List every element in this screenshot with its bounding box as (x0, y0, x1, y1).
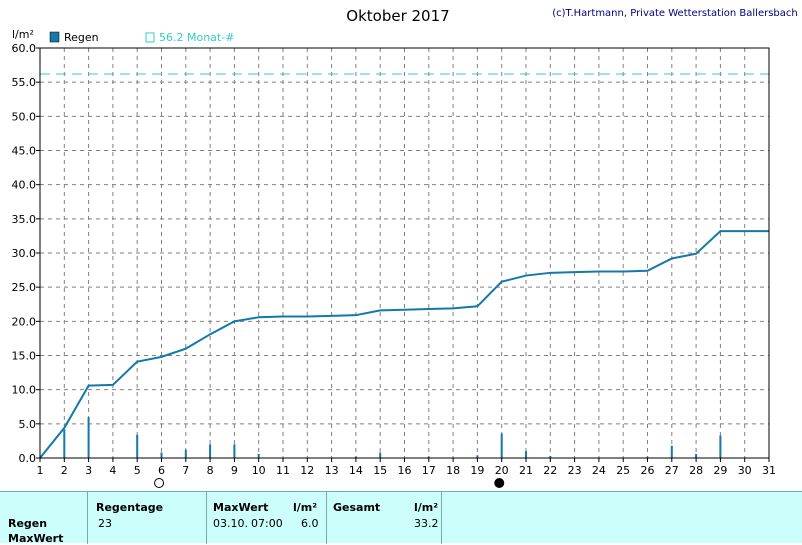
chart-title: Oktober 2017 (346, 7, 449, 25)
x-tick-label: 17 (422, 464, 436, 477)
x-tick-label: 25 (616, 464, 630, 477)
rain-bars (63, 417, 722, 458)
maxwert-date: 03.10. (213, 517, 248, 530)
rain-bar (525, 451, 527, 458)
rain-bar (257, 453, 260, 458)
y-tick-label: 35.0 (12, 213, 37, 226)
cumulative-rain-line (39, 230, 769, 459)
y-tick-label: 30.0 (12, 247, 37, 260)
x-tick-label: 6 (158, 464, 165, 477)
rain-bar (63, 429, 66, 458)
y-tick-label: 50.0 (12, 110, 37, 123)
stats-row-label-rain: Regen (8, 517, 48, 530)
rain-bar (719, 435, 722, 458)
x-tick-label: 12 (300, 464, 314, 477)
legend-monthly-swatch (145, 32, 155, 43)
y-tick-label: 15.0 (12, 350, 37, 363)
x-tick-label: 5 (134, 464, 141, 477)
maxwert-header: MaxWert (213, 501, 269, 514)
y-unit-label: l/m² (12, 28, 34, 41)
x-tick-label: 15 (373, 464, 387, 477)
rain-bar (476, 455, 479, 458)
rain-bar (670, 445, 673, 458)
legend-monthly-label: 56.2 Monat-# (159, 31, 234, 44)
x-tick-label: 21 (519, 464, 533, 477)
statistics-panel: Regen MaxWert Regentage 23 MaxWert l/m² … (0, 491, 802, 545)
regentage-header: Regentage (96, 501, 164, 514)
maxwert-time: 07:00 (251, 517, 283, 530)
legend-rain-label: Regen (64, 31, 99, 44)
x-tick-label: 27 (665, 464, 679, 477)
x-tick-label: 31 (762, 464, 776, 477)
stats-divider (87, 492, 88, 544)
x-tick-label: 14 (349, 464, 363, 477)
x-tick-label: 22 (543, 464, 557, 477)
x-tick-label: 26 (641, 464, 655, 477)
rain-bar (549, 455, 552, 458)
rain-bar (354, 456, 357, 458)
rain-bar (695, 453, 698, 458)
x-tick-label: 10 (252, 464, 266, 477)
y-tick-label: 55.0 (12, 76, 37, 89)
legend-rain-swatch (49, 31, 60, 43)
x-tick-label: 16 (398, 464, 412, 477)
maxwert-unit: l/m² (293, 501, 318, 514)
y-tick-label: 45.0 (12, 145, 37, 158)
rain-bar (427, 456, 430, 458)
rain-chart: Oktober 2017 (c)T.Hartmann, Private Wett… (12, 7, 798, 488)
x-tick-label: 18 (446, 464, 460, 477)
y-axis-ticks: 0.0 5.0 10.0 15.0 20.0 25.0 30.0 35.0 40.0 45.0 50… (12, 42, 40, 465)
x-tick-label: 19 (470, 464, 484, 477)
gesamt-value: 33.2 (414, 517, 439, 530)
x-tick-label: 9 (231, 464, 238, 477)
x-axis-ticks: 1 2 3 4 5 6 7 8 9 10 11 12 13 14 15 16 17 18 19 20 21 22 23 24 2… (37, 458, 776, 477)
x-tick-label: 2 (61, 464, 68, 477)
rain-bar (500, 433, 503, 458)
x-tick-label: 28 (689, 464, 703, 477)
rain-bar (184, 449, 187, 458)
y-tick-label: 0.0 (19, 452, 37, 465)
x-tick-label: 7 (182, 464, 189, 477)
stats-divider (326, 492, 327, 544)
grid-lines (40, 48, 769, 458)
rain-bar (233, 444, 236, 458)
rain-bar (209, 444, 212, 458)
rain-bar (160, 452, 163, 458)
rain-bar (87, 417, 90, 458)
regentage-value: 23 (98, 517, 112, 530)
moon-phase-markers (154, 478, 505, 488)
x-tick-label: 23 (568, 464, 582, 477)
plot-frame (39, 47, 770, 459)
maxwert-value: 6.0 (301, 517, 319, 530)
x-tick-label: 8 (207, 464, 214, 477)
x-tick-label: 29 (713, 464, 727, 477)
full-moon-icon (154, 478, 165, 488)
x-tick-label: 24 (592, 464, 606, 477)
y-tick-label: 40.0 (12, 179, 37, 192)
rain-bar (136, 434, 139, 458)
rain-bar (646, 456, 649, 458)
credit-text: (c)T.Hartmann, Private Wetterstation Bal… (552, 8, 798, 19)
gesamt-header: Gesamt (333, 501, 381, 514)
y-tick-label: 25.0 (12, 281, 37, 294)
x-tick-label: 4 (109, 464, 116, 477)
x-tick-label: 20 (495, 464, 509, 477)
x-tick-label: 3 (85, 464, 92, 477)
stats-divider (206, 492, 207, 544)
y-tick-label: 60.0 (12, 42, 37, 55)
y-tick-label: 10.0 (12, 384, 37, 397)
rain-bar (379, 452, 382, 458)
gesamt-unit: l/m² (414, 501, 439, 514)
x-tick-label: 11 (276, 464, 290, 477)
y-tick-label: 20.0 (12, 315, 37, 328)
y-tick-label: 5.0 (19, 418, 37, 431)
x-tick-label: 13 (325, 464, 339, 477)
new-moon-icon (494, 478, 505, 488)
stats-row-label-maxwert: MaxWert (8, 532, 64, 545)
stats-divider (441, 492, 442, 544)
x-tick-label: 30 (738, 464, 752, 477)
x-tick-label: 1 (37, 464, 44, 477)
